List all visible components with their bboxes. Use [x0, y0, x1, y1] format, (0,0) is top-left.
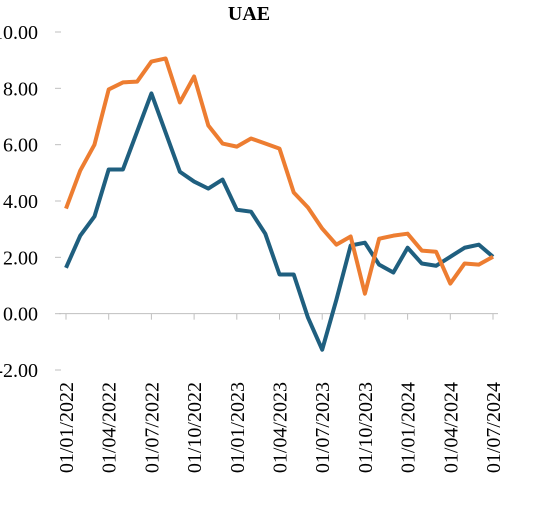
x-tick-label: 01/04/2023	[270, 382, 292, 473]
x-tick-label: 01/01/2022	[56, 382, 78, 473]
line-series	[64, 56, 494, 296]
x-tick-label: 01/07/2023	[312, 382, 334, 473]
x-tick-label: 01/10/2022	[184, 382, 206, 473]
x-tick-label: 01/10/2023	[355, 382, 377, 473]
x-tick-label: 01/01/2023	[227, 382, 249, 473]
x-tick-label: 01/04/2022	[99, 382, 121, 473]
y-tick-label: 10.00	[0, 22, 38, 44]
x-tick-label: 01/07/2024	[483, 382, 505, 473]
y-tick-label: 4.00	[3, 191, 38, 213]
x-tick-label: 01/01/2024	[398, 382, 420, 473]
x-tick-label: 01/07/2022	[141, 382, 163, 473]
chart-title: UAE	[228, 3, 270, 25]
y-tick-label: 6.00	[3, 135, 38, 157]
y-tick-label: 8.00	[3, 78, 38, 100]
y-tick-label: -2.00	[0, 360, 38, 382]
line-series	[64, 91, 495, 352]
y-tick-label: 0.00	[3, 304, 38, 326]
x-tick-label: 01/04/2024	[440, 382, 462, 473]
y-tick-label: 2.00	[3, 247, 38, 269]
